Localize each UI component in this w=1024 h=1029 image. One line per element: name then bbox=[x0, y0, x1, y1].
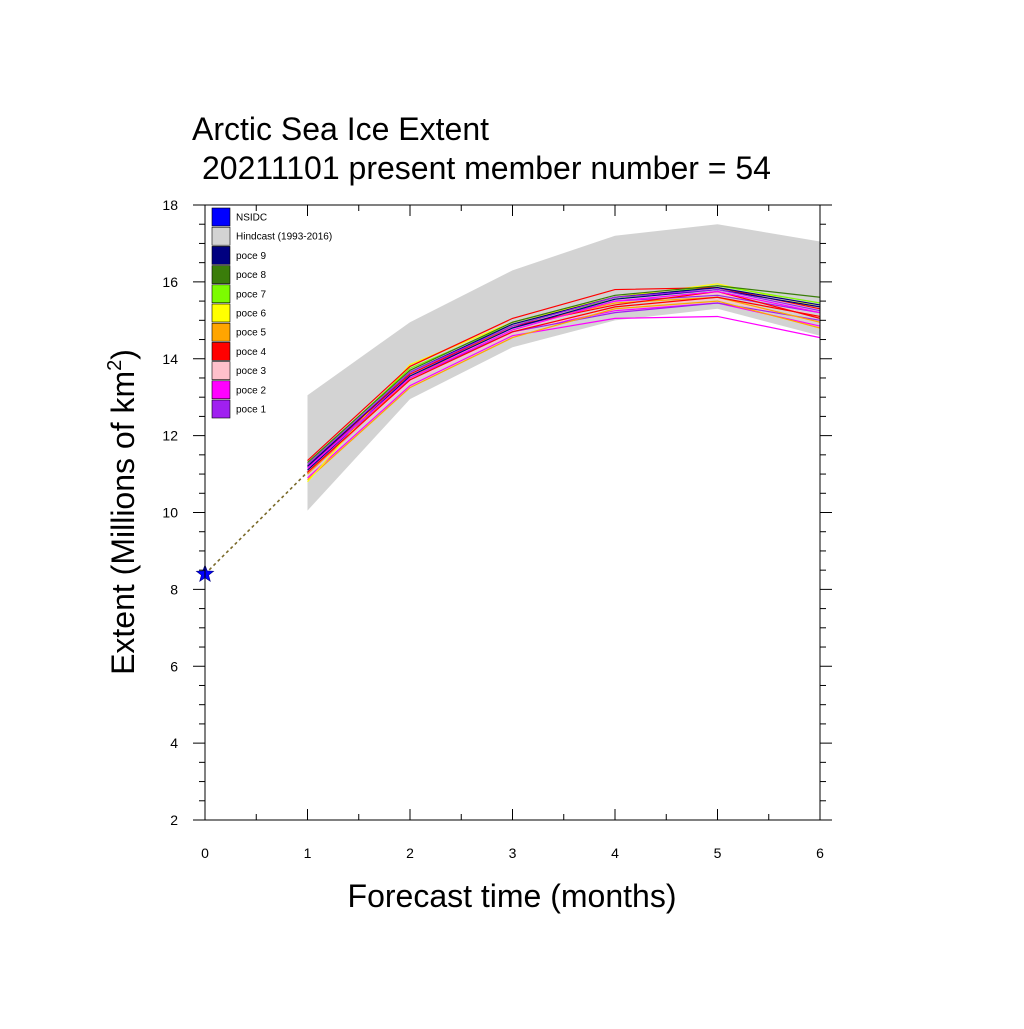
legend-label: poce 4 bbox=[236, 347, 266, 358]
legend-swatch bbox=[211, 246, 231, 265]
x-tick-label: 0 bbox=[201, 845, 209, 861]
x-tick-label: 2 bbox=[406, 845, 414, 861]
legend-label: poce 7 bbox=[236, 289, 266, 300]
legend-swatch bbox=[211, 284, 231, 304]
y-axis-label-superscript: 2 bbox=[104, 360, 126, 371]
series-line-1 bbox=[307, 315, 821, 479]
legend-swatch bbox=[211, 226, 231, 246]
series-line-17 bbox=[307, 288, 821, 465]
series-line-15 bbox=[307, 288, 821, 471]
chart-subtitle: 20211101 present member number = 54 bbox=[202, 150, 771, 186]
legend-swatch bbox=[211, 265, 231, 284]
legend-label: poce 5 bbox=[236, 328, 266, 339]
legend-label: poce 9 bbox=[236, 251, 266, 262]
y-tick-label: 8 bbox=[170, 581, 178, 597]
legend-swatch bbox=[211, 399, 231, 419]
legend-label: poce 1 bbox=[236, 405, 266, 416]
y-axis-label-text: Extent (Millions of km bbox=[105, 371, 141, 675]
legend-label: poce 6 bbox=[236, 309, 266, 320]
y-tick-label: 14 bbox=[162, 351, 178, 367]
series-line-7 bbox=[307, 300, 821, 481]
series-line-3 bbox=[307, 298, 821, 473]
x-tick-label: 3 bbox=[509, 845, 517, 861]
y-tick-label: 12 bbox=[162, 428, 178, 444]
y-axis-label: Extent (Millions of km2) bbox=[104, 349, 141, 675]
x-axis-label: Forecast time (months) bbox=[348, 878, 677, 914]
y-tick-label: 4 bbox=[170, 735, 178, 751]
legend-label: poce 8 bbox=[236, 270, 266, 281]
series-line-8 bbox=[307, 296, 821, 475]
legend-swatch bbox=[211, 303, 231, 323]
series-line-13 bbox=[307, 285, 821, 463]
series-line-18 bbox=[307, 296, 821, 473]
legend-label: poce 3 bbox=[236, 366, 266, 377]
series-line-16 bbox=[307, 290, 821, 469]
observation-link-line bbox=[204, 471, 309, 575]
x-tick-label: 4 bbox=[611, 845, 619, 861]
legend-label: NSIDC bbox=[236, 213, 267, 224]
y-tick-label: 2 bbox=[170, 812, 178, 828]
legend-swatch bbox=[211, 361, 231, 380]
y-tick-label: 18 bbox=[162, 197, 178, 213]
x-tick-label: 6 bbox=[816, 845, 824, 861]
x-tick-label: 5 bbox=[714, 845, 722, 861]
y-tick-label: 10 bbox=[162, 505, 178, 521]
series-line-11 bbox=[307, 287, 821, 462]
hindcast-band bbox=[307, 224, 820, 511]
y-tick-label: 16 bbox=[162, 274, 178, 290]
y-tick-label: 6 bbox=[170, 658, 178, 674]
legend-swatch bbox=[211, 342, 231, 361]
legend-label: Hindcast (1993-2016) bbox=[236, 232, 332, 243]
chart-title: Arctic Sea Ice Extent bbox=[192, 111, 489, 147]
y-axis-label-close: ) bbox=[105, 349, 141, 360]
legend-swatch bbox=[211, 322, 231, 342]
x-tick-label: 1 bbox=[304, 845, 312, 861]
legend-swatch bbox=[211, 380, 231, 400]
legend-label: poce 2 bbox=[236, 385, 266, 396]
legend-swatch bbox=[211, 207, 231, 227]
